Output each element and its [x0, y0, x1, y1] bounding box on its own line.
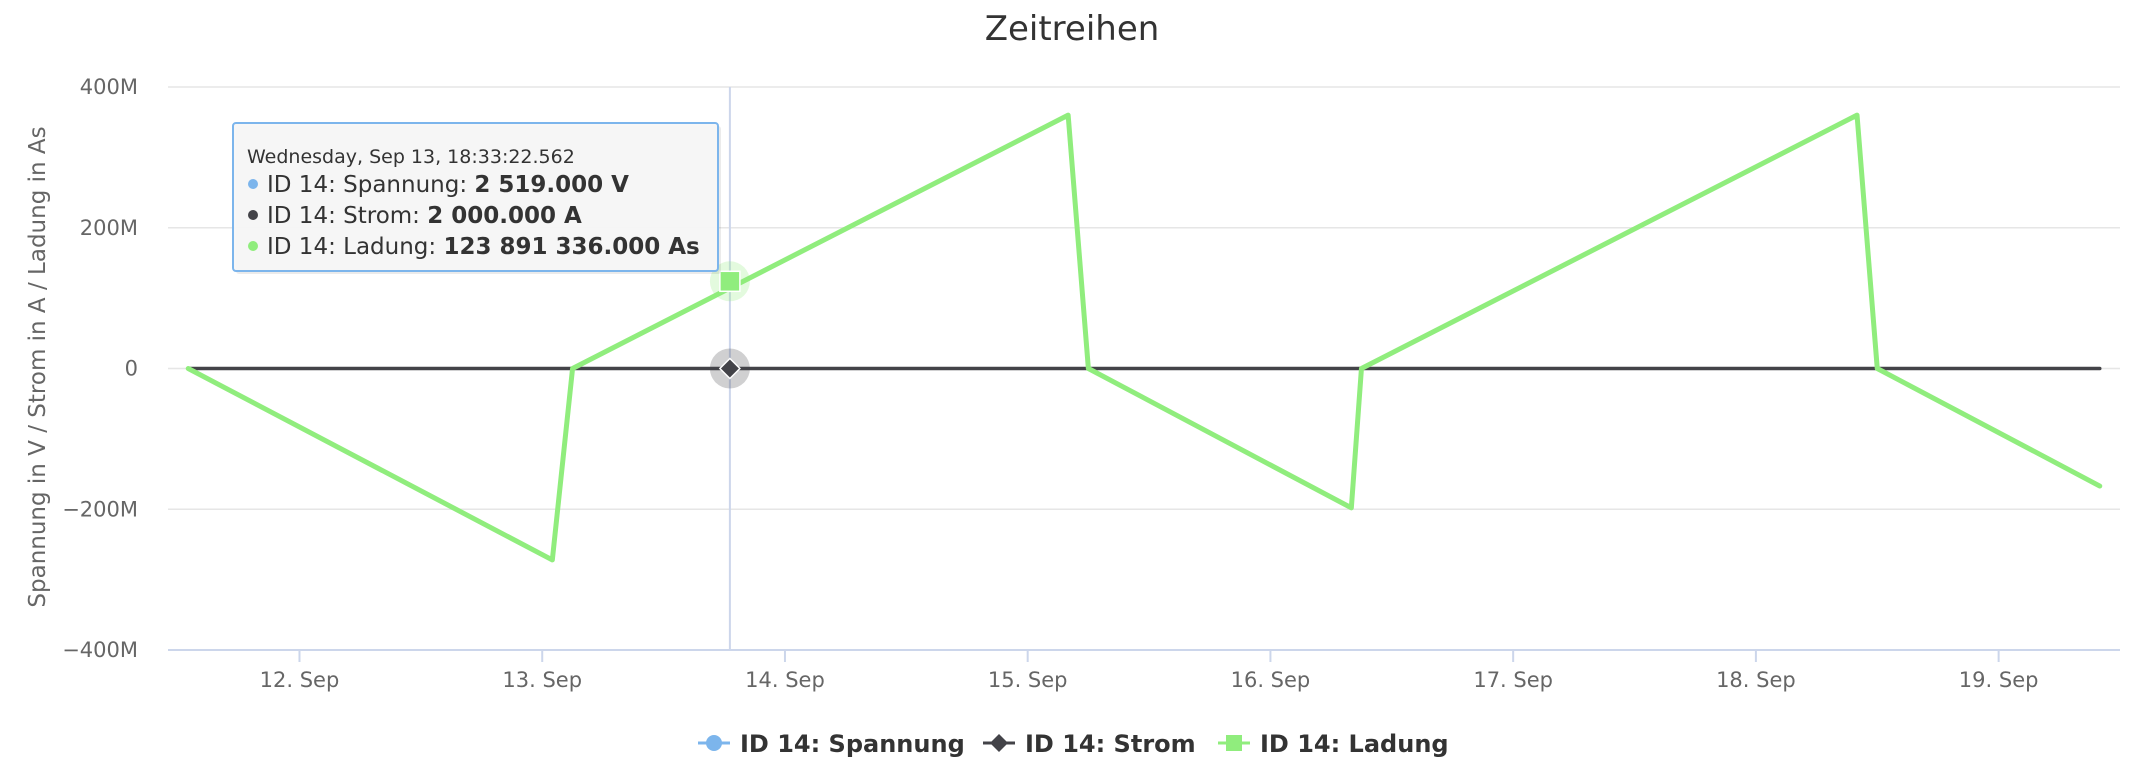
x-tick-label: 15. Sep: [988, 668, 1068, 692]
tooltip-row: ID 14: Spannung: 2 519.000 V: [267, 172, 629, 198]
legend-item-2[interactable]: ID 14: Ladung: [1218, 730, 1449, 758]
tooltip: Wednesday, Sep 13, 18:33:22.562 ID 14: Sp…: [232, 122, 721, 274]
chart-title: Zeitreihen: [985, 9, 1160, 49]
tooltip-row: ID 14: Ladung: 123 891 336.000 As: [267, 234, 700, 260]
tooltip-row-label: ID 14: Strom:: [267, 203, 427, 229]
tooltip-row-dot: [248, 210, 258, 220]
legend-marker-square: [1226, 735, 1242, 751]
x-axis: 12. Sep 13. Sep 14. Sep 15. Sep 16. Sep 17. S…: [168, 649, 2120, 692]
y-tick-label: −400M: [62, 638, 138, 662]
legend-marker-diamond: [990, 734, 1008, 752]
x-tick-label: 17. Sep: [1473, 668, 1553, 692]
legend: ID 14: Spannung ID 14: Strom ID 14: Ladung: [698, 730, 1449, 758]
y-tick-label: −200M: [62, 497, 138, 521]
y-axis: 400M 200M 0 −200M −400M: [62, 75, 138, 662]
tooltip-header: Wednesday, Sep 13, 18:33:22.562: [247, 146, 575, 168]
legend-label: ID 14: Strom: [1025, 730, 1196, 758]
hover-marker-ladung: [719, 270, 741, 293]
tooltip-row-dot: [248, 241, 258, 251]
x-tick-label: 16. Sep: [1231, 668, 1311, 692]
y-tick-label: 200M: [80, 216, 138, 240]
series-line-2: [185, 112, 2103, 563]
legend-item-1[interactable]: ID 14: Strom: [983, 730, 1196, 758]
legend-marker-circle: [706, 735, 722, 751]
hover-marker-strom: [718, 357, 741, 380]
hover-markers: [709, 261, 750, 389]
tooltip-row-dot: [248, 179, 258, 189]
tooltip-row-label: ID 14: Ladung:: [267, 234, 443, 260]
tooltip-row-value: 2 519.000 V: [474, 172, 629, 198]
x-tick-label: 13. Sep: [502, 668, 582, 692]
x-tick-label: 18. Sep: [1716, 668, 1796, 692]
legend-label: ID 14: Ladung: [1260, 730, 1449, 758]
x-tick-label: 19. Sep: [1959, 668, 2039, 692]
tooltip-row: ID 14: Strom: 2 000.000 A: [267, 203, 582, 229]
tooltip-row-label: ID 14: Spannung:: [267, 172, 474, 198]
legend-item-0[interactable]: ID 14: Spannung: [698, 730, 965, 758]
x-tick-label: 12. Sep: [260, 668, 340, 692]
tooltip-row-value: 2 000.000 A: [427, 203, 582, 229]
tooltip-box: [232, 122, 719, 272]
x-tick-label: 14. Sep: [745, 668, 825, 692]
series-layer: [185, 112, 2103, 563]
y-axis-label: Spannung in V / Strom in A / Ladung in A…: [25, 126, 51, 607]
y-tick-label: 0: [125, 357, 138, 381]
legend-label: ID 14: Spannung: [740, 730, 965, 758]
tooltip-row-value: 123 891 336.000 As: [443, 234, 699, 260]
y-tick-label: 400M: [80, 75, 138, 99]
